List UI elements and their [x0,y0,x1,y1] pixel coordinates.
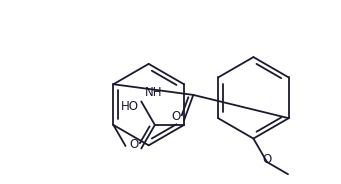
Text: HO: HO [121,100,139,113]
Text: O: O [262,153,272,166]
Text: O: O [172,110,181,123]
Text: NH: NH [145,86,162,99]
Text: O: O [129,138,138,151]
